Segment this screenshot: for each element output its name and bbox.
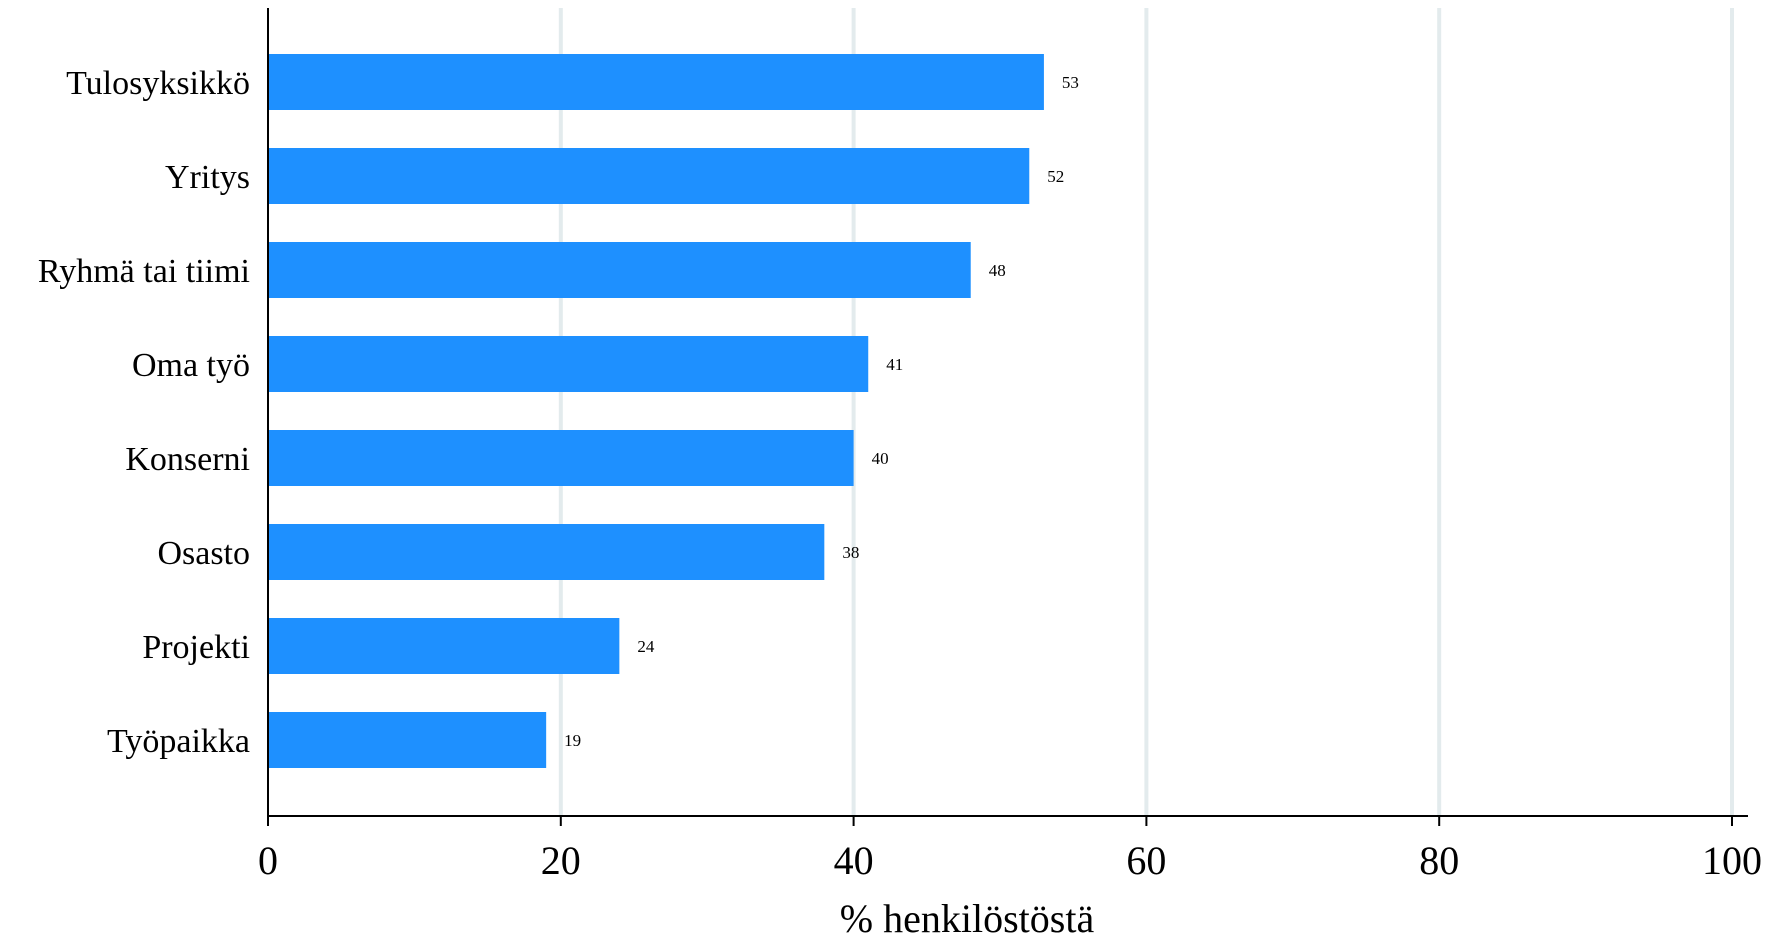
x-tick-label-20: 20 xyxy=(541,838,581,883)
category-label-4: Konserni xyxy=(125,441,250,478)
x-tick-label-80: 80 xyxy=(1419,838,1459,883)
value-label-0: 53 xyxy=(1062,73,1079,92)
value-label-2: 48 xyxy=(989,261,1006,280)
category-label-2: Ryhmä tai tiimi xyxy=(38,253,250,290)
category-label-1: Yritys xyxy=(165,159,250,196)
bar-0 xyxy=(268,54,1044,110)
category-labels: Tulosyksikkö Yritys Ryhmä tai tiimi Oma työ… xyxy=(38,65,250,760)
value-label-3: 41 xyxy=(886,355,903,374)
category-label-3: Oma työ xyxy=(132,347,250,384)
bar-1 xyxy=(268,148,1030,204)
bars xyxy=(268,54,1044,768)
category-label-6: Projekti xyxy=(142,629,250,666)
value-label-7: 19 xyxy=(564,731,581,750)
x-ticks: 0 20 40 60 80 100 xyxy=(258,816,1762,883)
bar-6 xyxy=(268,618,620,674)
bar-4 xyxy=(268,430,854,486)
category-label-7: Työpaikka xyxy=(107,723,250,760)
x-tick-label-0: 0 xyxy=(258,838,278,883)
axes xyxy=(267,8,1748,817)
bar-5 xyxy=(268,524,825,580)
value-labels: 53 52 48 41 40 38 24 19 xyxy=(564,73,1079,750)
bar-2 xyxy=(268,242,971,298)
category-label-0: Tulosyksikkö xyxy=(66,65,250,102)
x-tick-label-100: 100 xyxy=(1702,838,1762,883)
x-axis-title: % henkilöstöstä xyxy=(840,896,1095,939)
value-label-6: 24 xyxy=(637,637,655,656)
value-label-5: 38 xyxy=(842,543,859,562)
x-tick-label-40: 40 xyxy=(834,838,874,883)
category-label-5: Osasto xyxy=(157,535,250,572)
value-label-1: 52 xyxy=(1047,167,1064,186)
value-label-4: 40 xyxy=(872,449,889,468)
bar-3 xyxy=(268,336,869,392)
bar-7 xyxy=(268,712,547,768)
gridlines xyxy=(558,8,1734,816)
x-tick-label-60: 60 xyxy=(1126,838,1166,883)
